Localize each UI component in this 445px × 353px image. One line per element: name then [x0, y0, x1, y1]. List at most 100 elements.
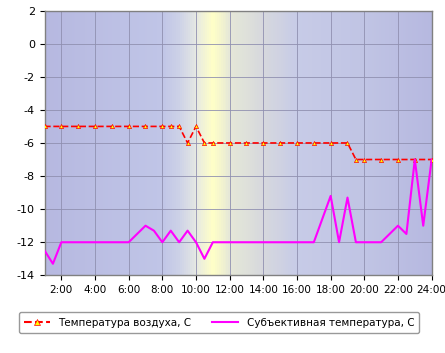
Bar [350, 11, 352, 275]
Bar [103, 11, 105, 275]
Bar [377, 11, 380, 275]
Bar [89, 11, 91, 275]
Bar [430, 11, 432, 275]
Bar [251, 11, 254, 275]
Bar [385, 11, 387, 275]
Bar [126, 11, 128, 275]
Bar [420, 11, 422, 275]
Bar [182, 11, 184, 275]
Bar [300, 11, 302, 275]
Bar [110, 11, 112, 275]
Bar [298, 11, 300, 275]
Bar [143, 11, 145, 275]
Bar [387, 11, 389, 275]
Bar [255, 11, 257, 275]
Bar [221, 11, 222, 275]
Bar [426, 11, 428, 275]
Bar [213, 11, 215, 275]
Bar [222, 11, 225, 275]
Bar [244, 11, 246, 275]
Bar [242, 11, 244, 275]
Bar [348, 11, 350, 275]
Bar [358, 11, 360, 275]
Bar [290, 11, 292, 275]
Bar [174, 11, 176, 275]
Bar [129, 11, 132, 275]
Bar [227, 11, 228, 275]
Bar [112, 11, 114, 275]
Bar [271, 11, 273, 275]
Bar [409, 11, 410, 275]
Bar [168, 11, 170, 275]
Bar [389, 11, 391, 275]
Bar [364, 11, 366, 275]
Bar [124, 11, 126, 275]
Bar [190, 11, 192, 275]
Bar [399, 11, 401, 275]
Bar [105, 11, 106, 275]
Bar [161, 11, 162, 275]
Bar [304, 11, 306, 275]
Bar [44, 11, 46, 275]
Bar [207, 11, 209, 275]
Bar [52, 11, 54, 275]
Bar [259, 11, 261, 275]
Bar [109, 11, 110, 275]
Bar [201, 11, 203, 275]
Bar [238, 11, 240, 275]
Bar [265, 11, 267, 275]
Bar [77, 11, 79, 275]
Bar [403, 11, 405, 275]
Bar [184, 11, 186, 275]
Bar [316, 11, 317, 275]
Bar [248, 11, 250, 275]
Bar [250, 11, 251, 275]
Bar [312, 11, 314, 275]
Bar [97, 11, 99, 275]
Bar [178, 11, 180, 275]
Bar [62, 11, 64, 275]
Bar [162, 11, 165, 275]
Bar [323, 11, 325, 275]
Bar [217, 11, 219, 275]
Bar [50, 11, 52, 275]
Bar [414, 11, 416, 275]
Bar [283, 11, 284, 275]
Bar [209, 11, 211, 275]
Bar [166, 11, 168, 275]
Bar [383, 11, 385, 275]
Bar [76, 11, 77, 275]
Bar [321, 11, 323, 275]
Bar [397, 11, 399, 275]
Bar [391, 11, 393, 275]
Bar [294, 11, 296, 275]
Bar [139, 11, 142, 275]
Bar [347, 11, 348, 275]
Bar [273, 11, 275, 275]
Bar [170, 11, 172, 275]
Bar [341, 11, 343, 275]
Bar [114, 11, 116, 275]
Bar [211, 11, 213, 275]
Bar [356, 11, 358, 275]
Bar [83, 11, 85, 275]
Bar [70, 11, 72, 275]
Bar [132, 11, 134, 275]
Bar [99, 11, 101, 275]
Bar [279, 11, 281, 275]
Bar [368, 11, 370, 275]
Bar [188, 11, 190, 275]
Bar [310, 11, 312, 275]
Bar [151, 11, 153, 275]
Bar [412, 11, 414, 275]
Bar [203, 11, 205, 275]
Bar [81, 11, 83, 275]
Bar [418, 11, 420, 275]
Bar [261, 11, 263, 275]
Bar [380, 11, 381, 275]
Bar [428, 11, 430, 275]
Bar [339, 11, 341, 275]
Bar [106, 11, 109, 275]
Bar [46, 11, 49, 275]
Bar [395, 11, 397, 275]
